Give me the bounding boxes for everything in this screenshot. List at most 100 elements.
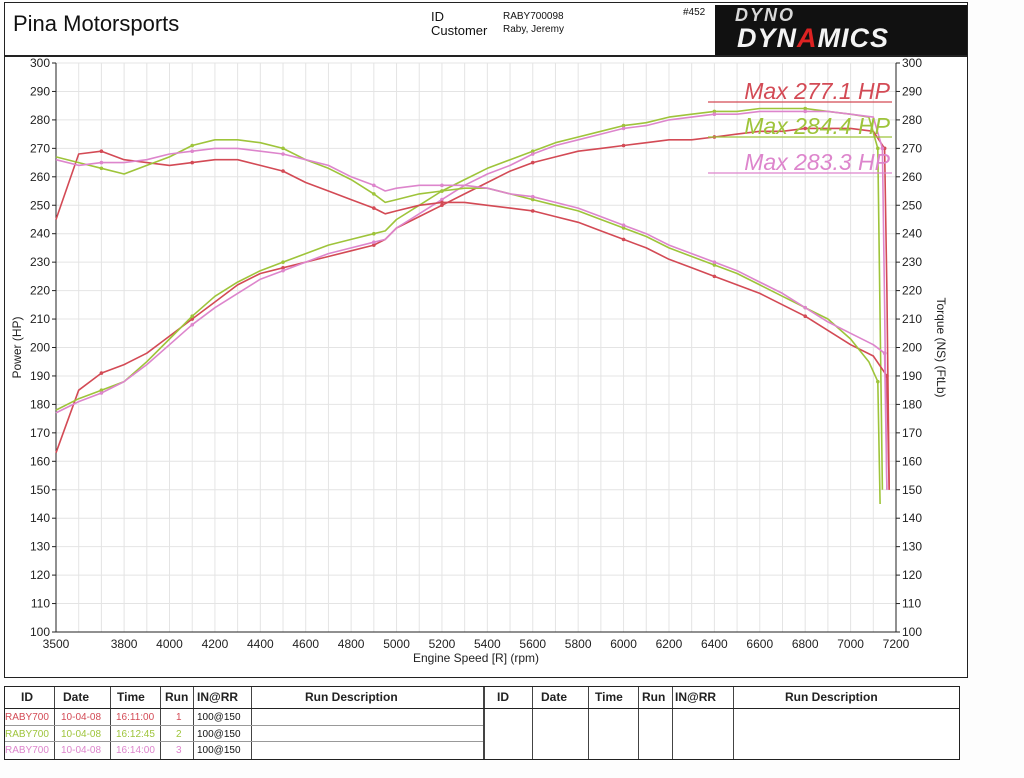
x-tick-label: 6000 <box>610 637 637 651</box>
y-tick-label-right: 250 <box>902 198 922 212</box>
data-point-run1-power <box>803 126 807 131</box>
data-point-run2-power <box>803 106 807 111</box>
y-tick-label-left: 190 <box>30 369 50 383</box>
row2-time: 16:12:45 <box>116 729 155 740</box>
data-point-run3-torque <box>803 305 807 310</box>
row2-inrr: 100@150 <box>197 729 241 740</box>
row3-time: 16:14:00 <box>116 745 155 756</box>
col-run: Run <box>165 690 189 704</box>
row3-date: 10-04-08 <box>61 745 102 756</box>
y-tick-label-right: 190 <box>902 369 922 383</box>
row3-run: 3 <box>176 745 182 756</box>
col-run-description: Run Description <box>305 690 398 704</box>
x-tick-label: 7200 <box>883 637 910 651</box>
y-tick-label-left: 160 <box>30 454 50 468</box>
col-divider <box>193 687 194 759</box>
sheet-number: #452 <box>683 7 706 18</box>
logo-top-text: DYNO <box>735 5 796 25</box>
data-point-run1-power <box>281 266 285 270</box>
x-tick-label: 3500 <box>43 637 70 651</box>
shop-name: Pina Motorsports <box>13 11 180 36</box>
x-tick-label: 3800 <box>111 637 138 651</box>
x-tick-label: 4400 <box>247 637 274 651</box>
data-point-run3-power <box>530 152 535 156</box>
y-tick-label-left: 290 <box>30 84 50 98</box>
x-tick-label: 5800 <box>565 637 592 651</box>
col-divider <box>251 687 252 759</box>
y-tick-label-right: 210 <box>902 312 922 326</box>
y-tick-label-right: 220 <box>902 284 922 298</box>
max-hp-annotation: Max 283.3 HP <box>744 149 890 175</box>
data-point-run1-torque <box>372 206 376 210</box>
x-tick-label: 7000 <box>837 637 864 651</box>
y-tick-label-left: 240 <box>30 227 50 241</box>
y-tick-label-right: 260 <box>902 170 922 184</box>
data-point-run2-torque <box>99 166 104 171</box>
data-point-run3-power <box>621 126 626 131</box>
customer-label: Customer <box>431 23 488 38</box>
row1-inrr: 100@150 <box>197 712 241 723</box>
table-center-divider <box>483 687 485 759</box>
col-divider <box>638 687 639 759</box>
col-divider <box>588 687 589 759</box>
data-point-run2-torque <box>281 146 285 151</box>
data-point-run2-torque <box>621 226 626 230</box>
logo-main-text: DYNAMICS <box>737 23 889 54</box>
data-point-run1-torque <box>530 209 535 213</box>
y-tick-label-left: 200 <box>30 341 50 355</box>
data-point-run2-power <box>99 388 104 392</box>
y-tick-label-right: 240 <box>902 227 922 241</box>
y-tick-label-left: 170 <box>30 426 50 440</box>
col-divider <box>54 687 55 759</box>
logo-part-a: A <box>797 23 818 53</box>
y-tick-label-left: 280 <box>30 113 50 127</box>
x-tick-label: 5600 <box>519 637 546 651</box>
y-tick-label-left: 210 <box>30 312 50 326</box>
data-point-run1-torque <box>803 314 807 319</box>
data-point-run3-torque <box>621 223 626 227</box>
data-point-run2-torque <box>530 197 535 202</box>
customer-value: Raby, Jeremy <box>503 24 564 35</box>
x-tick-label: 4800 <box>338 637 365 651</box>
y-tick-label-left: 260 <box>30 170 50 184</box>
data-point-run3-torque <box>440 183 444 188</box>
id-label: ID <box>431 9 444 24</box>
row1-time: 16:11:00 <box>116 712 155 723</box>
col-divider <box>733 687 734 759</box>
data-point-run3-power <box>190 322 195 327</box>
data-point-run2-power <box>876 146 880 151</box>
data-point-run1-power <box>99 371 104 375</box>
data-point-run1-torque <box>712 274 717 279</box>
data-point-run3-power <box>880 146 885 151</box>
data-point-run2-torque <box>876 379 880 384</box>
header-underline <box>5 708 959 709</box>
row3-id: RABY700 <box>5 745 49 756</box>
x-tick-label: 4600 <box>292 637 319 651</box>
y-tick-label-right: 110 <box>902 597 921 611</box>
data-point-run1-power <box>372 243 376 247</box>
row3-inrr: 100@150 <box>197 745 241 756</box>
row1-run: 1 <box>176 712 182 723</box>
graph-frame <box>4 56 968 678</box>
data-point-run1-torque <box>99 149 104 153</box>
x-tick-label: 4000 <box>156 637 183 651</box>
col-id-2: ID <box>497 690 509 704</box>
data-point-run2-torque <box>372 192 376 196</box>
data-point-run1-torque <box>440 200 444 205</box>
data-point-run2-torque <box>190 143 195 148</box>
data-point-run2-torque <box>712 263 717 267</box>
series-line-run3-torque <box>55 147 888 490</box>
y-tick-label-left: 120 <box>30 568 50 582</box>
series-line-run3-power <box>55 110 888 490</box>
row1-id: RABY700 <box>5 712 49 723</box>
y-tick-label-left: 140 <box>30 511 50 525</box>
data-point-run3-power <box>99 391 104 395</box>
row-divider <box>5 725 483 726</box>
x-tick-label: 5000 <box>383 637 410 651</box>
y-tick-label-right: 100 <box>902 625 922 639</box>
data-point-run3-power <box>372 240 376 245</box>
row2-date: 10-04-08 <box>61 729 102 740</box>
col-divider <box>672 687 673 759</box>
y-tick-label-left: 300 <box>30 56 50 70</box>
data-point-run2-power <box>621 123 626 128</box>
